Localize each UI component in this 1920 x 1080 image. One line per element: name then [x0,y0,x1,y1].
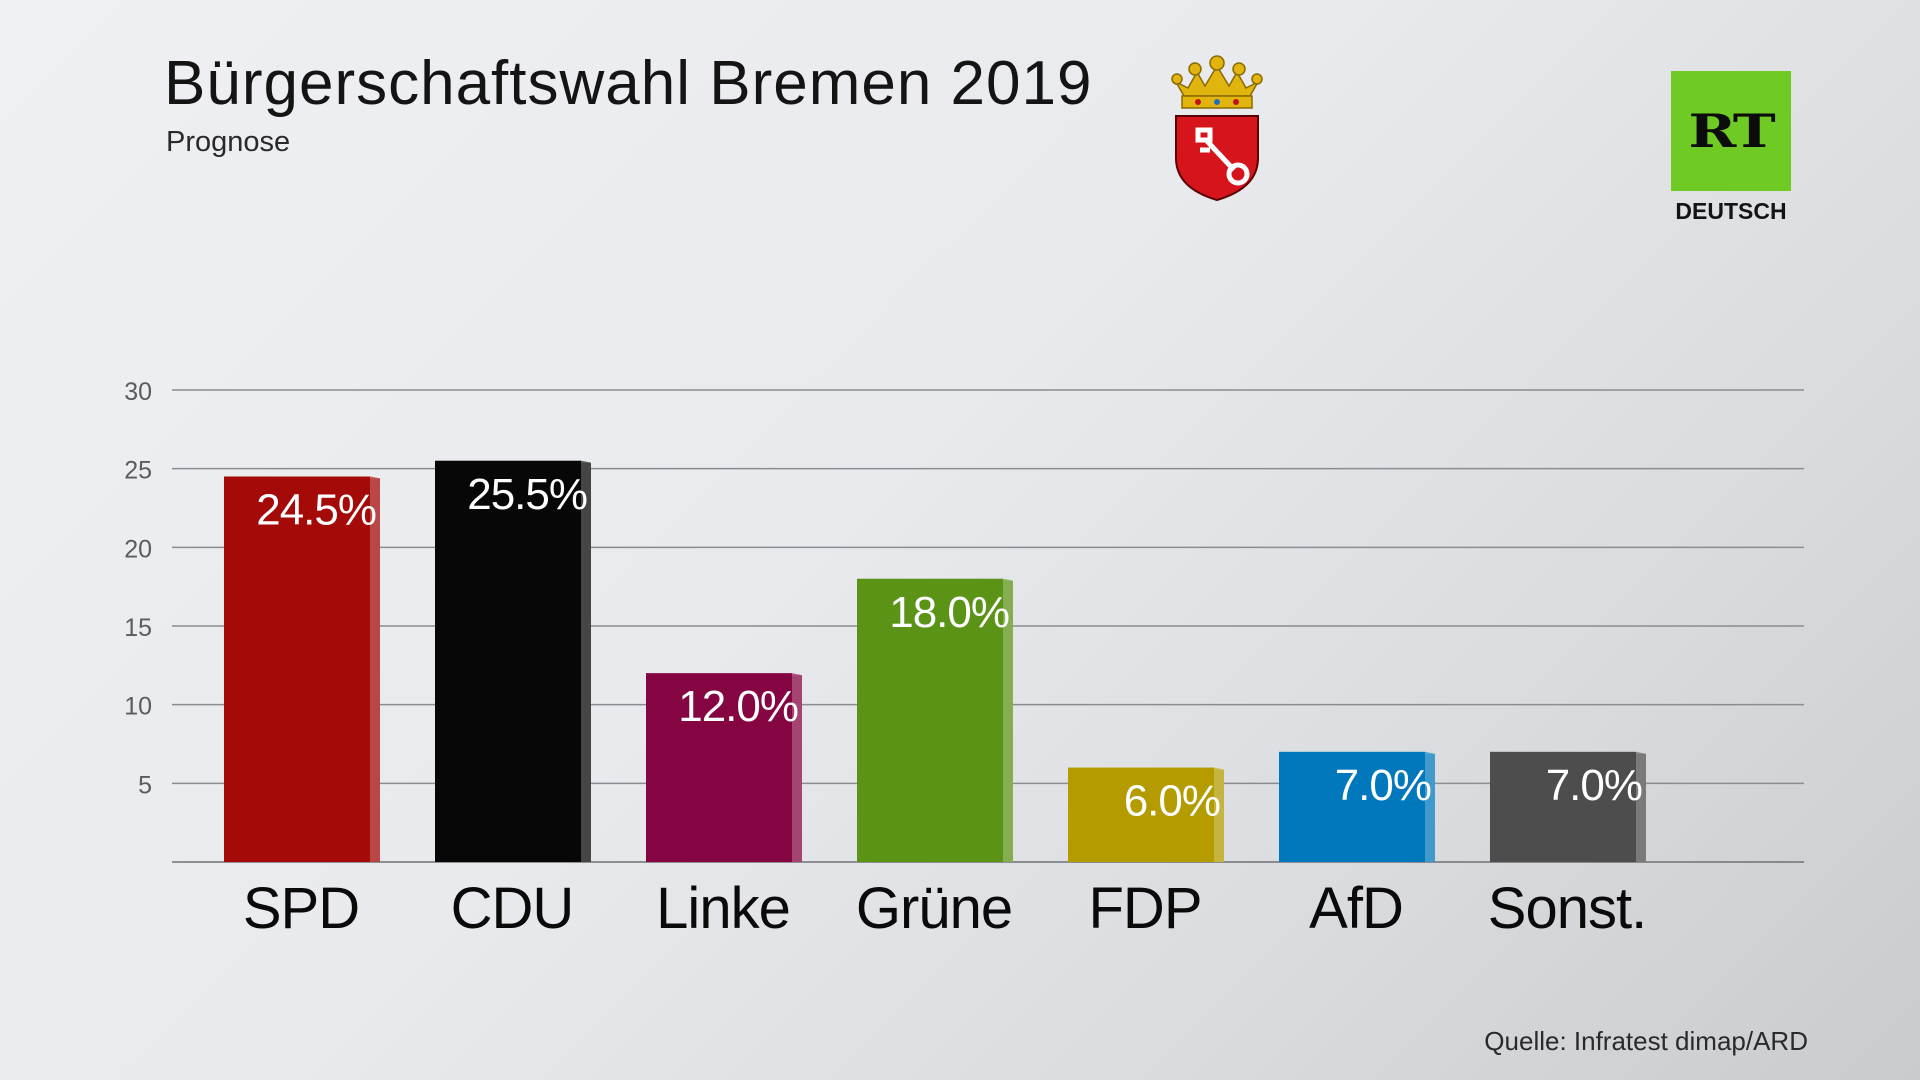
bar-grne [857,578,1003,862]
x-tick-label: Sonst. [1488,876,1646,941]
bar-afd [1279,751,1425,862]
bar-value-label: 7.0% [1546,761,1642,810]
x-tick-label: AfD [1309,876,1403,941]
x-tick-label: CDU [451,876,574,941]
bar-side [1425,751,1435,862]
bar-side [370,476,380,862]
source-note: Quelle: Infratest dimap/ARD [1484,1026,1808,1056]
bar-sonst [1490,751,1636,862]
y-tick-label: 5 [138,771,152,799]
bar-cdu [435,460,581,862]
x-tick-label: FDP [1089,876,1202,941]
bar-side [581,460,591,862]
bar-value-label: 18.0% [889,588,1009,637]
bar-value-label: 24.5% [256,486,376,535]
rt-logo-subtitle: DEUTSCH [1675,198,1787,224]
y-tick-label: 15 [124,614,152,642]
x-tick-label: Grüne [856,876,1012,941]
bar-side [1003,578,1013,862]
bar-value-label: 6.0% [1124,777,1220,826]
bar-side [792,673,802,862]
bar-fdp [1068,767,1214,862]
chart-title: Bürgerschaftswahl Bremen 2019 [164,49,1093,118]
bar-linke [646,673,792,862]
rt-logo: RT [1671,71,1791,191]
rt-logo-text: RT [1688,104,1776,158]
bar-side [1636,751,1646,862]
x-tick-label: Linke [656,876,790,941]
bar-value-label: 25.5% [467,470,587,519]
y-tick-label: 10 [124,693,152,721]
y-tick-label: 25 [124,457,152,485]
bar-side [1214,767,1224,862]
x-tick-label: SPD [243,876,359,941]
bremen-coat-of-arms-icon [1171,55,1263,202]
y-tick-label: 30 [124,378,152,406]
bar-value-label: 12.0% [678,682,798,731]
y-tick-label: 20 [124,535,152,563]
bar-spd [224,476,370,862]
bar-value-label: 7.0% [1335,761,1431,810]
chart-subtitle: Prognose [166,126,291,158]
